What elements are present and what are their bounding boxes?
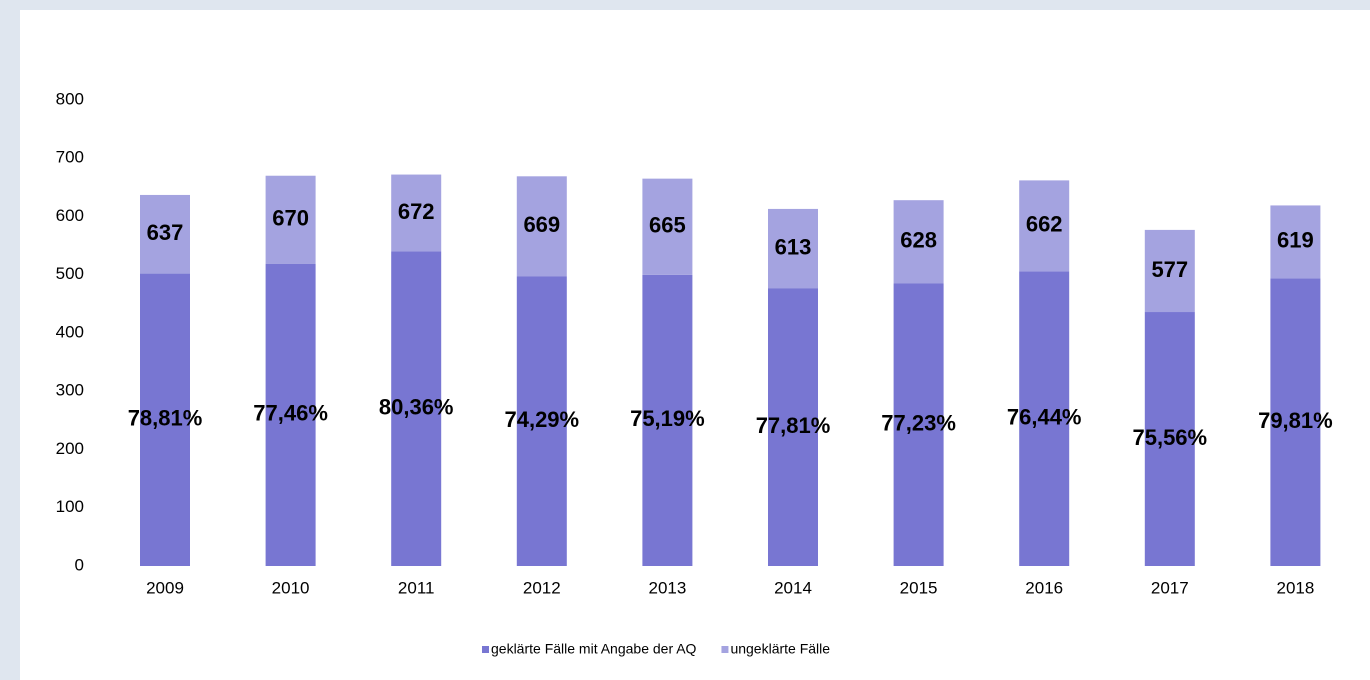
total-label: 619 <box>1277 228 1314 253</box>
bar-segment <box>1144 312 1195 566</box>
bar-segment <box>516 276 567 566</box>
bar-segment <box>140 194 190 274</box>
total-label: 665 <box>649 213 686 238</box>
x-tick-label: 2011 <box>398 578 435 597</box>
x-tick-label: 2010 <box>272 578 310 597</box>
x-tick-label: 2013 <box>648 578 686 597</box>
percent-label: 75,56% <box>1132 425 1207 450</box>
total-label: 672 <box>398 199 435 224</box>
bar-segment <box>768 288 818 566</box>
x-tick-label: 2016 <box>1025 578 1063 597</box>
x-tick-label: 2015 <box>900 578 938 597</box>
percent-label: 77,46% <box>253 401 328 426</box>
x-tick-label: 2014 <box>774 578 812 597</box>
bar-segment <box>265 175 316 264</box>
percent-label: 76,44% <box>1007 404 1082 429</box>
total-label: 628 <box>900 228 937 253</box>
y-tick-label: 500 <box>56 264 84 283</box>
total-label: 637 <box>147 220 184 245</box>
bar-segment <box>893 283 944 566</box>
total-label: 577 <box>1151 257 1188 282</box>
y-tick-label: 300 <box>56 381 84 400</box>
y-tick-label: 800 <box>56 89 84 108</box>
bar-segment <box>642 178 693 275</box>
y-tick-label: 0 <box>75 555 84 574</box>
bar-segment <box>642 274 693 566</box>
y-tick-label: 700 <box>56 148 84 167</box>
y-tick-label: 200 <box>56 439 84 458</box>
y-tick-label: 400 <box>56 322 84 341</box>
percent-label: 79,81% <box>1258 408 1333 433</box>
percent-label: 77,23% <box>881 411 956 436</box>
y-tick-label: 100 <box>56 497 84 516</box>
legend-swatch <box>721 646 729 653</box>
total-label: 613 <box>775 234 812 259</box>
percent-label: 75,19% <box>630 406 705 431</box>
y-tick-label: 600 <box>56 206 84 225</box>
total-label: 669 <box>523 212 560 237</box>
bar-segment <box>140 273 190 566</box>
percent-label: 80,36% <box>379 395 454 420</box>
bar-segment <box>893 200 944 284</box>
bar-segment <box>391 174 442 252</box>
percent-label: 77,81% <box>756 413 831 438</box>
bar-segment <box>768 208 818 289</box>
bar-segment <box>265 263 316 566</box>
percent-label: 78,81% <box>128 406 203 431</box>
percent-label: 74,29% <box>504 407 579 432</box>
x-tick-label: 2012 <box>523 578 561 597</box>
bar-segment <box>516 176 567 277</box>
x-tick-label: 2009 <box>146 578 184 597</box>
legend-label: ungeklärte Fälle <box>730 641 830 657</box>
legend-label: geklärte Fälle mit Angabe der AQ <box>491 641 697 657</box>
total-label: 670 <box>272 206 309 231</box>
legend-swatch <box>482 646 489 653</box>
bar-segment <box>391 251 442 566</box>
total-label: 662 <box>1026 212 1063 237</box>
bar-segment <box>1019 271 1070 566</box>
bar-segment <box>1270 278 1321 566</box>
bar-segment <box>1144 229 1195 313</box>
x-tick-label: 2017 <box>1151 578 1189 597</box>
x-tick-label: 2018 <box>1276 578 1314 597</box>
bar-segment <box>1019 180 1070 272</box>
bar-segment <box>1270 205 1321 279</box>
